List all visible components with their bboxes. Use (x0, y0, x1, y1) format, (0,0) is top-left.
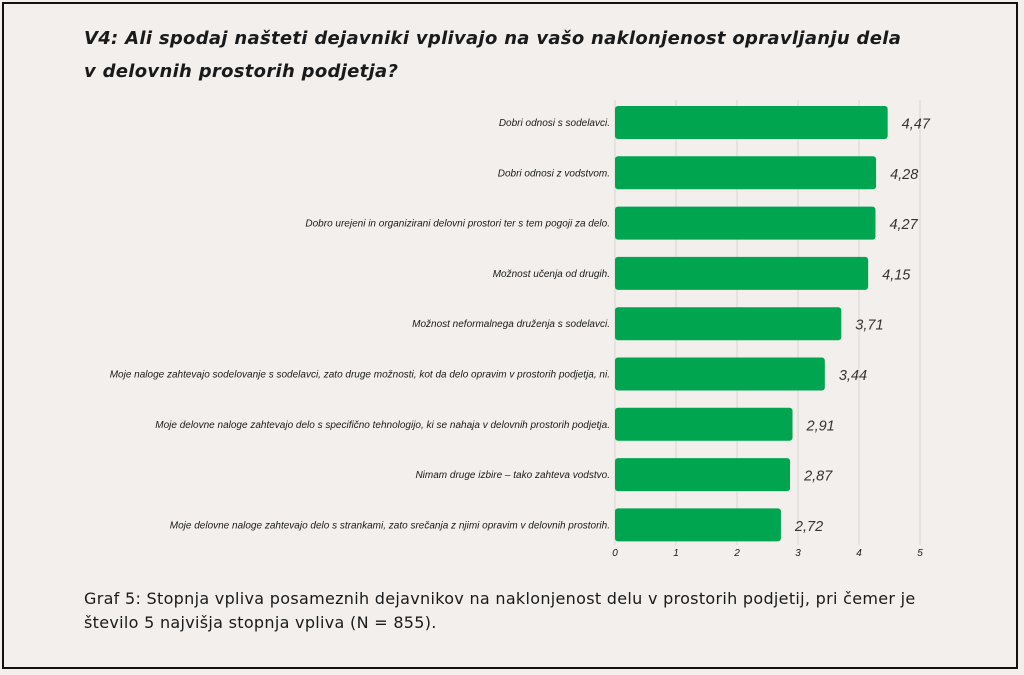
bar (615, 156, 877, 190)
value-label: 3,44 (839, 368, 867, 384)
x-tick-label: 1 (673, 548, 679, 559)
category-label: Dobri odnosi s sodelavci. (499, 118, 610, 129)
value-label: 4,27 (889, 217, 918, 233)
x-tick-label: 5 (917, 548, 923, 559)
category-label: Moje delovne naloge zahtevajo delo s str… (170, 520, 610, 531)
value-label: 4,15 (882, 267, 911, 283)
bar (615, 407, 793, 441)
bar (615, 307, 842, 341)
bar (615, 508, 781, 542)
category-label: Možnost neformalnega druženja s sodelavc… (412, 319, 610, 330)
value-label: 3,71 (855, 318, 883, 334)
labels: 0 1 2 3 4 5 Dobri odnosi s sodelavci. 4,47 Dobri… (110, 117, 931, 560)
category-label: Moje delovne naloge zahtevajo delo s spe… (155, 420, 610, 431)
category-label: Dobro urejeni in organizirani delovni pr… (305, 219, 610, 230)
value-label: 4,28 (890, 167, 918, 183)
category-label: Dobri odnosi z vodstvom. (498, 168, 610, 179)
x-tick-label: 3 (795, 548, 801, 559)
bar (615, 206, 876, 240)
chart-caption: Graf 5: Stopnja vpliva posameznih dejavn… (84, 589, 916, 632)
value-label: 2,87 (803, 469, 833, 485)
category-label: Nimam druge izbire – tako zahteva vodstv… (415, 470, 610, 481)
x-tick-label: 2 (733, 548, 740, 559)
value-label: 2,72 (794, 519, 823, 535)
bar (615, 458, 791, 492)
bar (615, 256, 869, 290)
bar (615, 357, 825, 391)
chart-title: V4: Ali spodaj našteti dejavniki vplivaj… (84, 28, 902, 82)
value-label: 2,91 (806, 418, 835, 434)
bars (615, 106, 888, 542)
x-tick-label: 4 (856, 548, 862, 559)
x-tick-label: 0 (612, 548, 618, 559)
category-label: Moje naloge zahtevajo sodelovanje s sode… (110, 370, 610, 381)
category-label: Možnost učenja od drugih. (493, 269, 610, 280)
bar (615, 106, 888, 139)
value-label: 4,47 (902, 117, 931, 133)
